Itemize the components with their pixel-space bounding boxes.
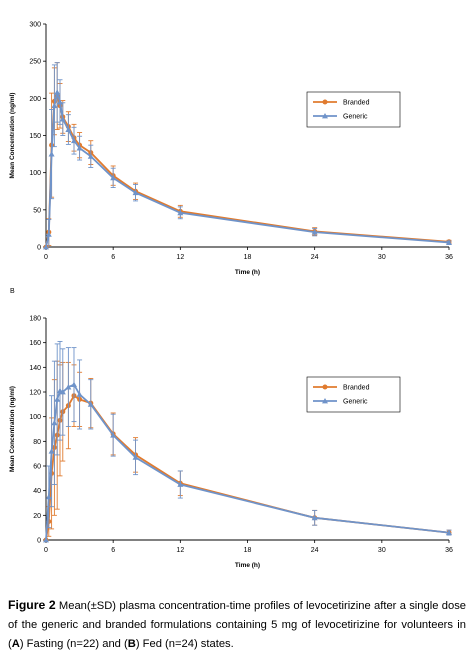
y-tick-label: 60 bbox=[33, 464, 41, 471]
legend-branded-marker bbox=[322, 99, 328, 105]
generic-data-point bbox=[177, 209, 184, 216]
caption-b-letter: B bbox=[127, 638, 136, 650]
y-tick-label: 100 bbox=[29, 170, 41, 177]
generic-series-line bbox=[45, 383, 450, 541]
figure-caption: Figure 2 Mean(±SD) plasma concentration-… bbox=[8, 596, 466, 654]
x-tick-label: 0 bbox=[44, 547, 48, 554]
generic-data-point bbox=[54, 89, 61, 95]
y-tick-label: 40 bbox=[33, 488, 41, 495]
generic-data-point bbox=[43, 244, 49, 250]
legend-generic-marker bbox=[322, 398, 328, 404]
generic-data-point bbox=[132, 454, 139, 460]
y-tick-label: 150 bbox=[29, 133, 41, 140]
generic-data-point bbox=[51, 419, 58, 426]
generic-data-point bbox=[65, 384, 72, 390]
y-tick-label: 80 bbox=[33, 439, 41, 446]
x-tick-label: 36 bbox=[445, 254, 453, 261]
y-tick-label: 50 bbox=[33, 207, 41, 214]
generic-data-point bbox=[87, 401, 94, 407]
generic-data-point bbox=[70, 137, 77, 144]
generic-data-point bbox=[110, 174, 117, 181]
x-axis-label: Time (h) bbox=[235, 269, 260, 276]
y-axis-label: Mean Concentration (ng/ml) bbox=[9, 93, 16, 179]
generic-data-point bbox=[446, 529, 452, 535]
x-tick-label: 30 bbox=[378, 254, 386, 261]
x-tick-label: 6 bbox=[111, 254, 115, 261]
generic-data-point bbox=[446, 239, 452, 245]
generic-data-point bbox=[65, 126, 72, 132]
generic-data-point bbox=[76, 145, 83, 151]
chart-legend: Branded Generic bbox=[306, 91, 401, 128]
generic-data-point bbox=[48, 151, 55, 157]
y-tick-label: 20 bbox=[33, 513, 41, 520]
generic-data-point bbox=[177, 481, 184, 487]
generic-data-point bbox=[132, 189, 139, 196]
generic-data-point bbox=[56, 99, 63, 105]
generic-data-point bbox=[54, 396, 61, 402]
legend-branded-marker bbox=[322, 384, 328, 390]
generic-data-point bbox=[43, 537, 49, 543]
y-tick-label: 300 bbox=[29, 22, 41, 29]
legend-generic-marker bbox=[322, 113, 328, 119]
caption-a-letter: A bbox=[11, 638, 20, 650]
generic-data-point bbox=[70, 381, 77, 387]
x-tick-label: 24 bbox=[311, 254, 319, 261]
legend-box bbox=[306, 376, 401, 413]
x-axis-label: Time (h) bbox=[235, 562, 260, 569]
generic-data-point bbox=[311, 229, 318, 235]
generic-data-point bbox=[59, 389, 66, 395]
y-tick-label: 0 bbox=[37, 245, 41, 252]
y-tick-label: 140 bbox=[29, 365, 41, 372]
caption-text-1: Mean(±SD) plasma concentration-time prof… bbox=[8, 600, 467, 650]
y-tick-label: 160 bbox=[29, 340, 41, 347]
generic-data-point bbox=[59, 116, 66, 122]
branded-series-line bbox=[45, 394, 450, 541]
y-tick-label: 250 bbox=[29, 59, 41, 66]
x-tick-label: 36 bbox=[445, 547, 453, 554]
y-tick-label: 120 bbox=[29, 390, 41, 397]
x-tick-label: 24 bbox=[311, 547, 319, 554]
legend-generic-label: Generic bbox=[343, 399, 368, 406]
y-tick-label: 0 bbox=[37, 538, 41, 545]
x-tick-label: 0 bbox=[44, 254, 48, 261]
generic-series-line bbox=[45, 92, 450, 248]
x-tick-label: 12 bbox=[176, 254, 184, 261]
figure-label: Figure 2 bbox=[8, 598, 56, 612]
generic-data-point bbox=[76, 391, 83, 397]
generic-data-point bbox=[45, 231, 52, 237]
generic-data-point bbox=[51, 102, 58, 109]
caption-text-2: ) Fasting (n=22) and ( bbox=[19, 638, 128, 650]
caption-text-3: ) Fed (n=24) states. bbox=[135, 638, 234, 650]
x-tick-label: 18 bbox=[244, 547, 252, 554]
legend-box bbox=[306, 91, 401, 128]
generic-data-point bbox=[87, 153, 94, 159]
legend-branded-label: Branded bbox=[343, 385, 370, 392]
x-tick-label: 12 bbox=[176, 547, 184, 554]
y-axis-label: Mean Concentration (ng/ml) bbox=[9, 386, 16, 472]
x-tick-label: 6 bbox=[111, 547, 115, 554]
panel-b-label: B bbox=[10, 288, 15, 295]
generic-data-point bbox=[311, 514, 318, 521]
chart-panel-a: 0 50 100 150 200 250 300 0 6 12 18 24 30 36 Time (h) Me… bbox=[9, 22, 453, 277]
generic-data-point bbox=[45, 493, 52, 500]
y-tick-label: 180 bbox=[29, 316, 41, 323]
legend-branded-label: Branded bbox=[343, 100, 370, 107]
legend-generic-label: Generic bbox=[343, 114, 368, 121]
x-tick-label: 18 bbox=[244, 254, 252, 261]
y-tick-label: 100 bbox=[29, 414, 41, 421]
y-tick-label: 200 bbox=[29, 96, 41, 103]
generic-data-point bbox=[110, 432, 117, 438]
x-tick-label: 30 bbox=[378, 547, 386, 554]
chart-legend: Branded Generic bbox=[306, 376, 401, 413]
generic-data-point bbox=[48, 448, 55, 454]
chart-panel-b: 0 20 40 60 80 100 120 140 160 180 0 6 12 18 24 30 36 Time… bbox=[9, 316, 453, 570]
